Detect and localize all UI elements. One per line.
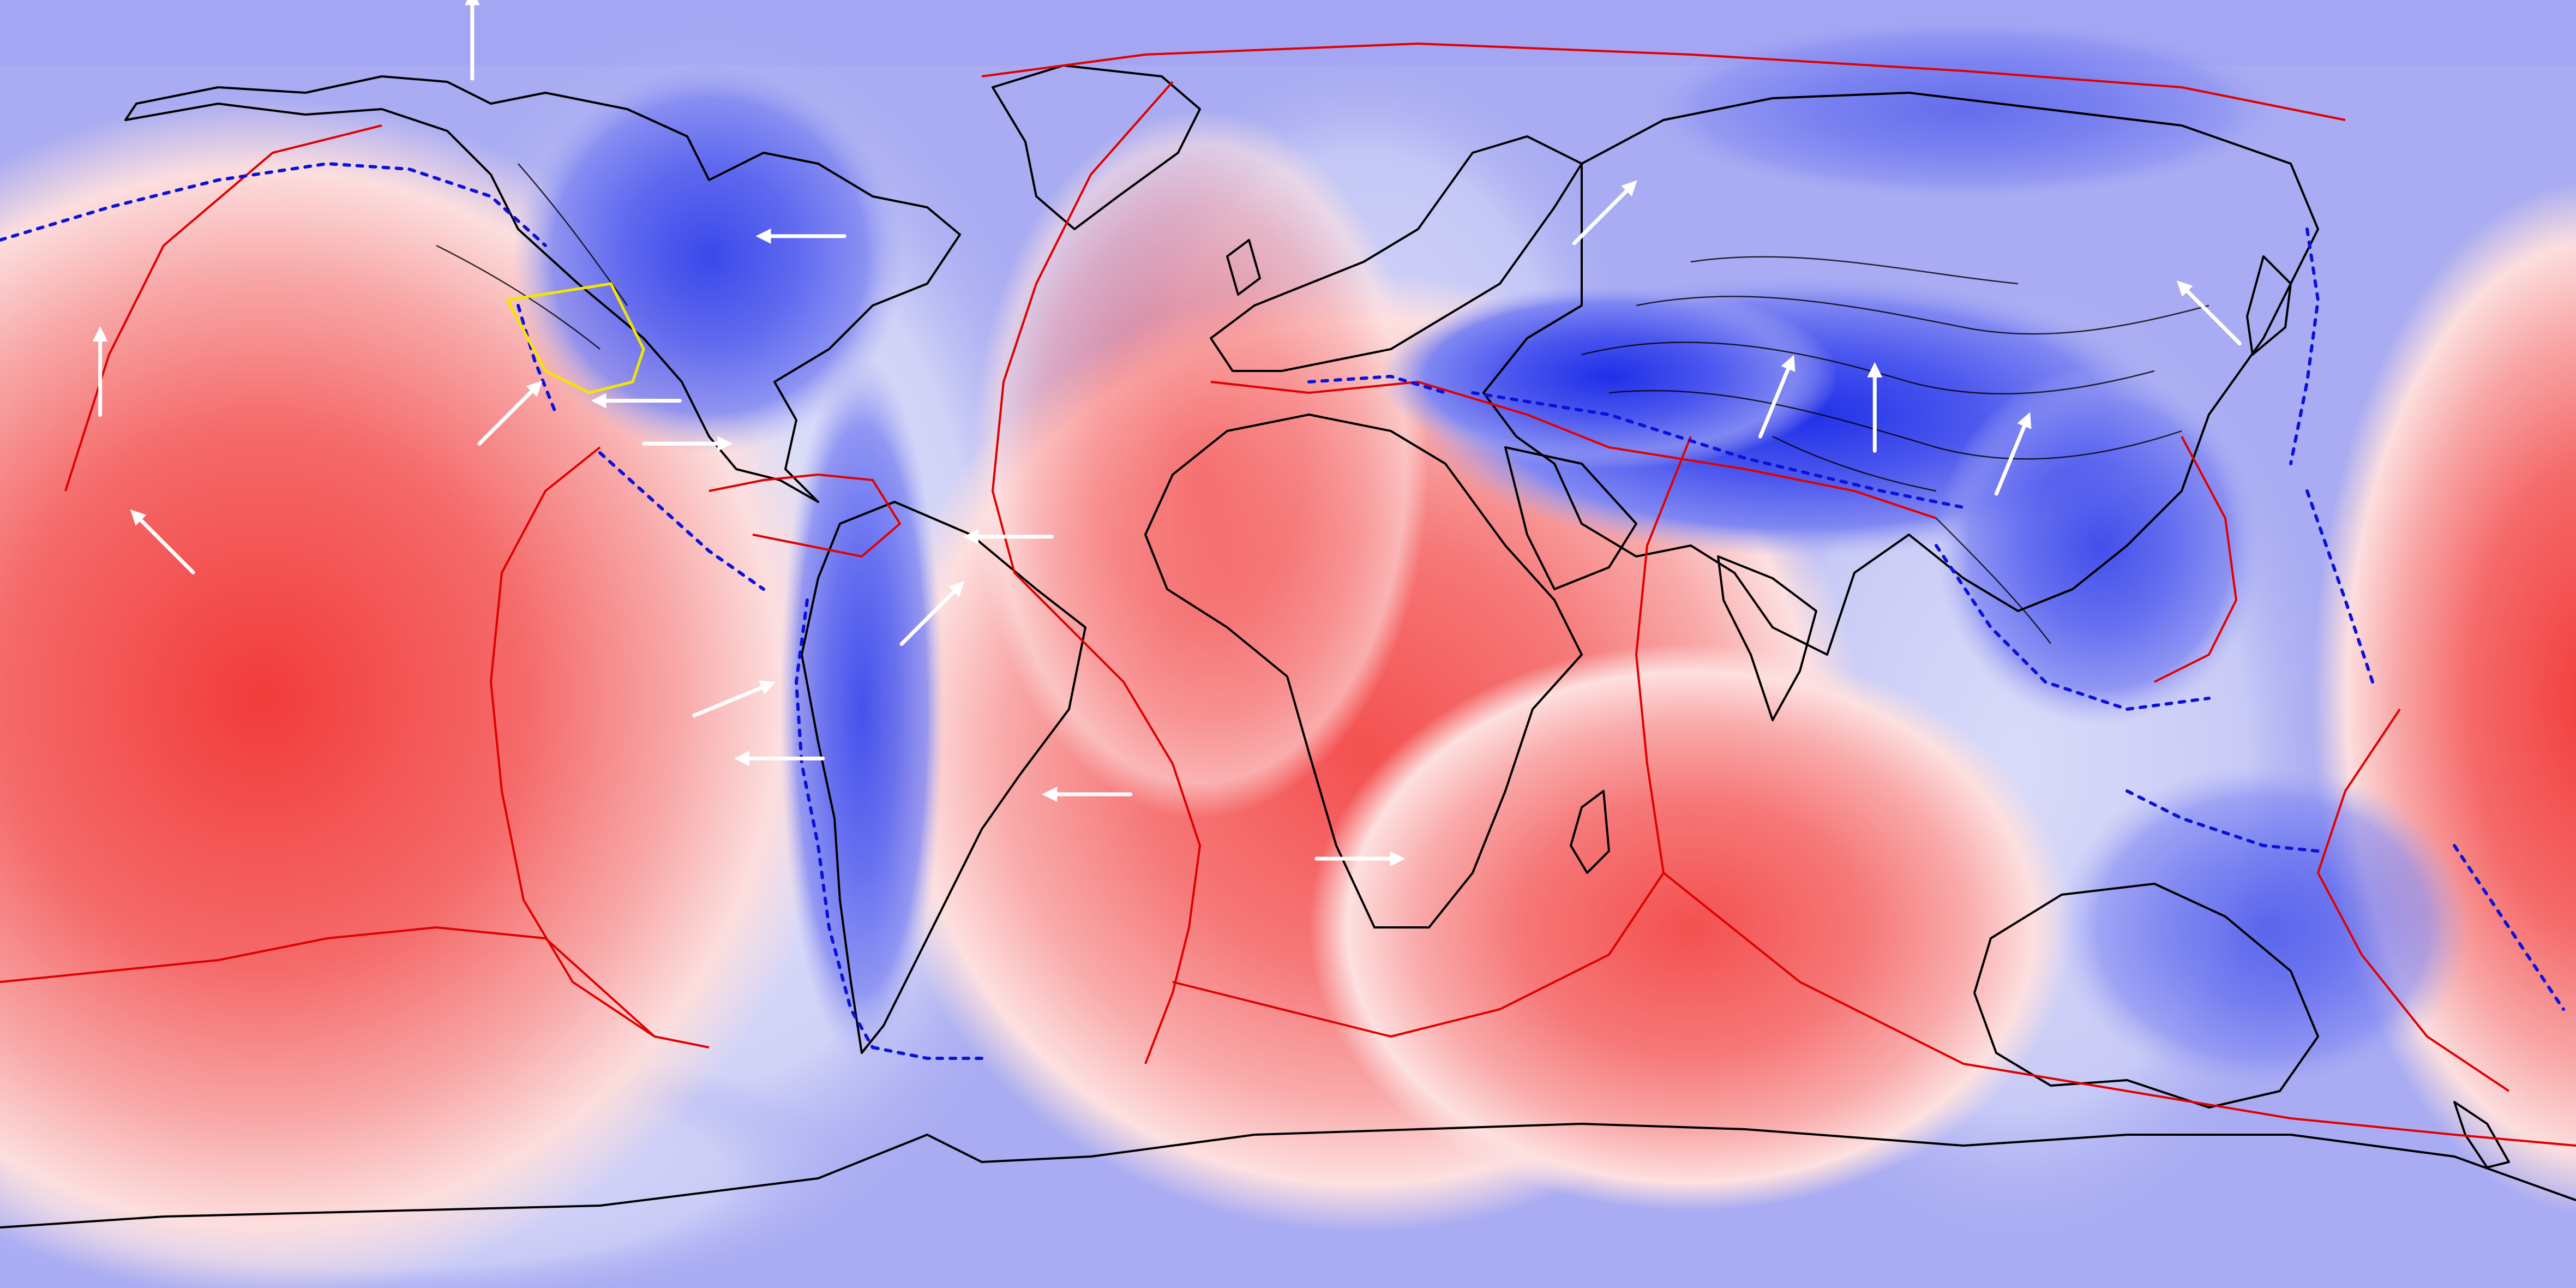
- north-america-coast: [124, 75, 961, 503]
- velocity-arrow: [1758, 355, 1796, 439]
- europe-coast: [1210, 135, 1583, 372]
- india-coast: [1717, 555, 1817, 721]
- velocity-arrow: [692, 680, 776, 718]
- east-pacific-rise: [490, 446, 710, 1049]
- kuril-japan-trench: [2289, 227, 2320, 465]
- tonga-kermadec-trench: [2453, 844, 2565, 1011]
- new-zealand-coast: [2453, 1101, 2510, 1169]
- philippine-plate: [2154, 436, 2237, 683]
- greenland-coast: [992, 64, 1201, 230]
- velocity-arrow: [477, 380, 543, 446]
- subduction-zones: [0, 161, 2565, 1060]
- himalayan-front: [1471, 391, 1965, 509]
- andes-low: [780, 355, 944, 1064]
- velocity-vectors: [92, 0, 2242, 866]
- british-isles-coast: [1226, 239, 1261, 296]
- velocity-arrow: [899, 581, 965, 646]
- pacific-antarctic-ridge: [0, 926, 656, 1038]
- pacific-plate-west: [64, 124, 382, 492]
- antarctica-coast: [0, 1123, 2576, 1229]
- plate-boundaries: [0, 43, 2576, 1147]
- indian-ocean-high: [1309, 644, 2073, 1211]
- south-america-coast: [801, 501, 1086, 1054]
- alpine-himalayan-belt: [1210, 381, 1937, 519]
- velocity-arrow: [1994, 412, 2032, 496]
- madagascar-coast: [1570, 790, 1610, 874]
- japan-coast: [2246, 255, 2292, 356]
- mid-atlantic-ridge: [992, 81, 1201, 1064]
- arabia-coast: [1504, 446, 1637, 590]
- cascadia-trench: [517, 304, 558, 416]
- new-guinea-trench: [2125, 789, 2320, 853]
- pacific-plate-southwest: [2317, 708, 2510, 1092]
- central-indian-ridge: [1635, 436, 1692, 873]
- coastlines: [0, 64, 2576, 1229]
- deformation-lines: [436, 163, 2209, 644]
- velocity-arrow: [2176, 280, 2242, 346]
- caribbean-plate: [708, 474, 901, 558]
- asia-coast: [1482, 92, 2319, 656]
- arctic-ridge: [981, 43, 2346, 121]
- peru-chile-trench: [794, 598, 874, 1049]
- southwest-indian-ridge: [1172, 872, 1665, 1038]
- africa-coast: [1144, 414, 1583, 928]
- australia-coast: [1973, 883, 2319, 1109]
- scotia-arc: [871, 1046, 983, 1060]
- sunda-trench: [1935, 544, 2211, 711]
- hellenic-arc: [1307, 374, 1447, 394]
- microplate-boundary: [505, 282, 645, 394]
- north-america-low: [513, 60, 905, 453]
- velocity-arrow: [1572, 180, 1637, 245]
- low-anomalies: [513, 16, 2471, 1091]
- middle-america-trench: [598, 451, 765, 591]
- southeast-indian-ridge: [1662, 872, 2576, 1147]
- velocity-arrow: [130, 509, 195, 574]
- mariana-trench: [2305, 489, 2374, 684]
